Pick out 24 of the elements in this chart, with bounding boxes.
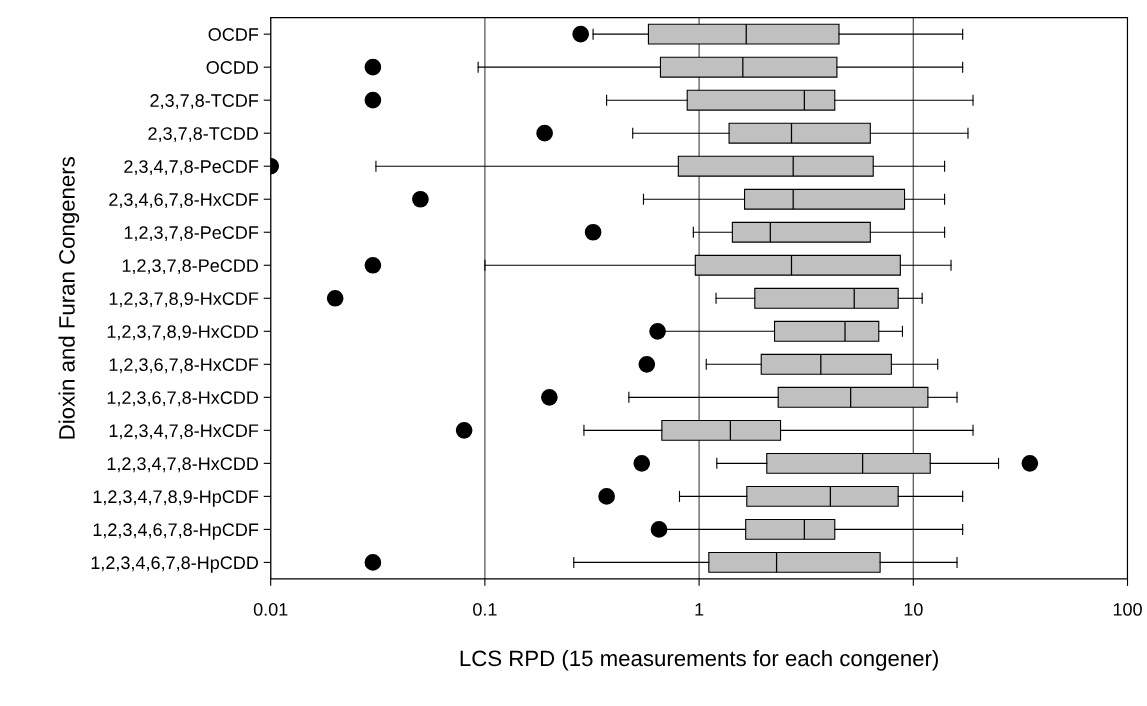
y-tick-label: 1,2,3,7,8,9-HxCDD (107, 325, 259, 341)
y-tick-label: 1,2,3,7,8,9-HxCDF (109, 292, 259, 308)
y-axis-title: Dioxin and Furan Congeners (58, 157, 80, 439)
y-tick-label: OCDD (206, 61, 259, 74)
y-tick-label: 1,2,3,6,7,8-HxCDD (107, 391, 259, 407)
y-tick-label: 1,2,3,7,8-PeCDD (122, 259, 259, 275)
y-tick-label: 1,2,3,4,6,7,8-HpCDF (93, 523, 259, 540)
y-tick-label: 1,2,3,4,7,8-HxCDF (109, 424, 259, 440)
x-tick-label: 10 (904, 603, 923, 616)
y-tick-label: 2,3,4,7,8-PeCDF (124, 160, 259, 176)
y-tick-label: 1,2,3,7,8-PeCDF (124, 226, 259, 242)
x-tick-label: 0.1 (473, 603, 497, 616)
y-tick-label: 2,3,7,8-TCDF (150, 94, 259, 110)
y-tick-label: 1,2,3,4,7,8,9-HpCDF (93, 490, 259, 507)
y-tick-label: 1,2,3,6,7,8-HxCDF (109, 358, 259, 374)
x-axis-title: LCS RPD (15 measurements for each congener) (460, 649, 938, 671)
y-tick-label: 2,3,7,8-TCDD (148, 127, 259, 143)
y-tick-label: 1,2,3,4,7,8-HxCDD (107, 457, 259, 473)
x-tick-label: 0.01 (253, 603, 288, 616)
y-tick-label: 1,2,3,4,6,7,8-HpCDD (91, 556, 259, 573)
y-tick-label: 2,3,4,6,7,8-HxCDF (109, 193, 259, 209)
y-tick-label: OCDF (208, 28, 259, 41)
x-tick-label: 100 (1113, 603, 1142, 616)
x-tick-label: 1 (695, 603, 704, 616)
